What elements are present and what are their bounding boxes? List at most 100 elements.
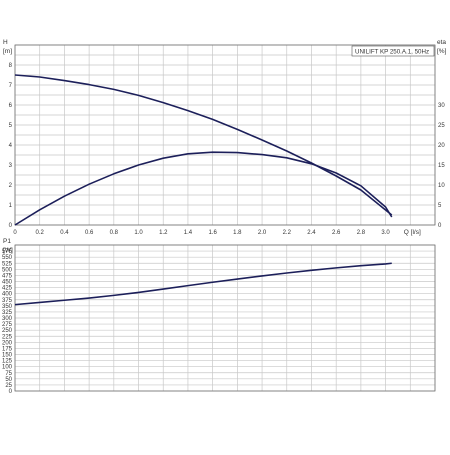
data-point-p1 [64, 300, 65, 301]
y-tick-label: 225 [2, 334, 13, 340]
y-tick-label: 300 [2, 316, 13, 322]
y-tick-label: 425 [2, 286, 13, 292]
x-tick-label: 1.4 [184, 230, 193, 236]
y-tick-label: 400 [2, 292, 13, 298]
y-tick-label: 525 [2, 261, 13, 267]
x-tick-label: 0.4 [60, 230, 69, 236]
data-point-eta [286, 157, 287, 158]
data-point-p1 [336, 267, 337, 268]
y-tick-label: 50 [5, 377, 12, 383]
data-point-eta [187, 153, 188, 154]
data-point-p1 [237, 278, 238, 279]
x-tick-label: 2.6 [332, 230, 341, 236]
data-point-eta [385, 206, 386, 207]
y-tick-label: 5 [9, 123, 13, 129]
data-point-eta [311, 163, 312, 164]
data-point-h [212, 119, 213, 120]
data-point-p1 [391, 263, 392, 264]
plot-frame [14, 244, 436, 392]
x-tick-label: 3.0 [381, 230, 390, 236]
series-line-eta [14, 151, 393, 226]
x-tick-label: 2.0 [258, 230, 267, 236]
data-point-eta [113, 173, 114, 174]
data-point-p1 [39, 302, 40, 303]
data-point-h [163, 102, 164, 103]
data-point-h [113, 89, 114, 90]
y2-tick-label: 5 [438, 203, 442, 209]
x-tick-label: 1.2 [159, 230, 168, 236]
data-point-eta [360, 185, 361, 186]
y2-tick-label: 25 [438, 123, 445, 129]
data-point-p1 [89, 297, 90, 298]
y-tick-label: 550 [2, 255, 13, 261]
y-tick-label: 4 [9, 143, 13, 149]
data-point-h [360, 189, 361, 190]
x-tick-label: 0 [13, 230, 17, 236]
data-point-h [237, 129, 238, 130]
y-axis-unit: [W] [3, 247, 13, 254]
y-tick-label: 2 [9, 183, 13, 189]
y-tick-label: 575 [2, 249, 13, 255]
data-point-h [286, 150, 287, 151]
title-box [351, 45, 435, 57]
data-point-p1 [360, 265, 361, 266]
y-tick-label: 125 [2, 359, 13, 365]
data-point-eta [212, 152, 213, 153]
y-tick-label: 325 [2, 310, 13, 316]
y2-tick-label: 15 [438, 163, 445, 169]
data-point-h [385, 209, 386, 210]
chart-panel-1 [14, 44, 436, 226]
y2-axis-label: eta [437, 39, 446, 46]
y-tick-label: 200 [2, 340, 13, 346]
y-axis-label: H [3, 39, 8, 46]
x-axis-label: Q [l/s] [404, 229, 421, 236]
data-point-eta [138, 164, 139, 165]
y-axis-unit: [m] [3, 48, 12, 55]
y-tick-label: 6 [9, 103, 13, 109]
x-tick-label: 1.0 [134, 230, 143, 236]
y-tick-label: 250 [2, 328, 13, 334]
y2-axis-unit: [%] [437, 48, 447, 55]
plot-frame [14, 44, 436, 226]
y-axis-label: P1 [3, 238, 11, 245]
y-tick-label: 375 [2, 298, 13, 304]
y-tick-label: 1 [9, 203, 13, 209]
y-tick-label: 350 [2, 304, 13, 310]
y-tick-label: 8 [9, 63, 13, 69]
x-tick-label: 2.8 [357, 230, 366, 236]
y-tick-label: 100 [2, 365, 13, 371]
y-tick-label: 150 [2, 353, 13, 359]
data-point-p1 [163, 288, 164, 289]
data-point-h [261, 139, 262, 140]
y-tick-label: 0 [9, 389, 13, 395]
x-tick-label: 0.6 [85, 230, 94, 236]
data-point-p1 [113, 295, 114, 296]
chart-title: UNILIFT KP 250.A.1, 50Hz [355, 49, 429, 56]
x-tick-label: 1.8 [233, 230, 242, 236]
y2-tick-label: 10 [438, 183, 445, 189]
y2-tick-label: 20 [438, 143, 445, 149]
x-tick-label: 2.4 [307, 230, 316, 236]
data-point-eta [391, 216, 392, 217]
data-point-p1 [311, 270, 312, 271]
data-point-p1 [14, 304, 15, 305]
y-tick-label: 75 [5, 371, 12, 377]
data-point-h [138, 95, 139, 96]
data-point-eta [39, 209, 40, 210]
y-tick-label: 450 [2, 280, 13, 286]
y-tick-label: 7 [9, 83, 13, 89]
data-point-p1 [385, 263, 386, 264]
data-point-h [336, 175, 337, 176]
y-tick-label: 3 [9, 163, 13, 169]
data-point-eta [261, 154, 262, 155]
x-tick-label: 0.8 [110, 230, 119, 236]
y-tick-label: 275 [2, 322, 13, 328]
data-point-eta [237, 152, 238, 153]
data-point-h [14, 74, 15, 75]
data-point-p1 [138, 292, 139, 293]
y-tick-label: 175 [2, 346, 13, 352]
y2-tick-label: 0 [438, 223, 442, 229]
data-point-eta [163, 158, 164, 159]
